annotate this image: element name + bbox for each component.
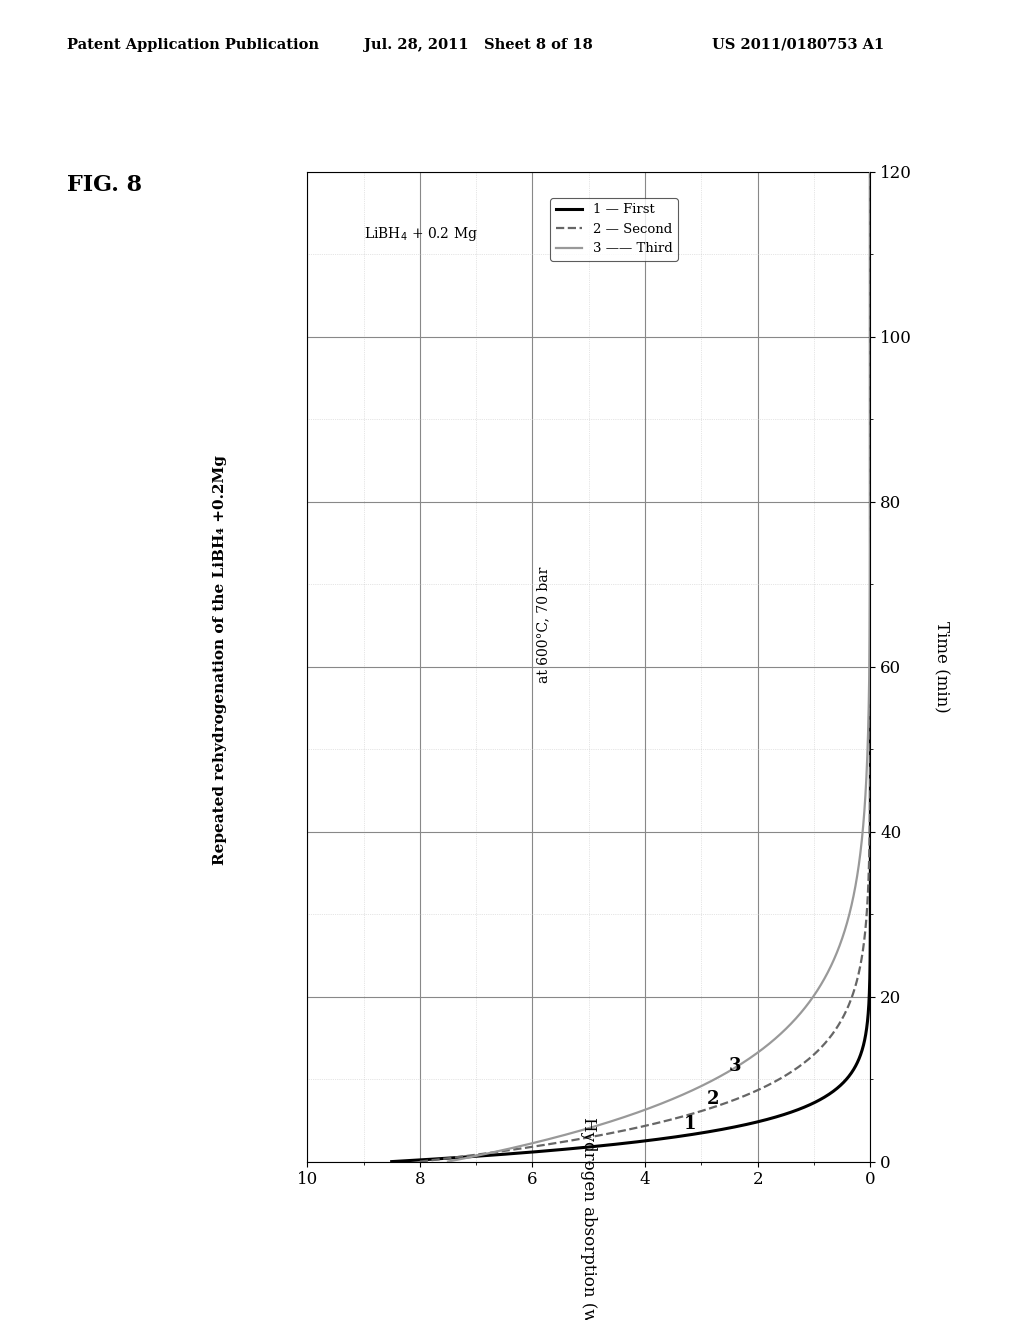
Text: Patent Application Publication: Patent Application Publication [67, 38, 318, 51]
Y-axis label: Time (min): Time (min) [933, 620, 950, 713]
Text: Jul. 28, 2011   Sheet 8 of 18: Jul. 28, 2011 Sheet 8 of 18 [364, 38, 592, 51]
Text: US 2011/0180753 A1: US 2011/0180753 A1 [712, 38, 884, 51]
Text: 3: 3 [729, 1057, 741, 1074]
Text: at 600°C, 70 bar: at 600°C, 70 bar [537, 566, 551, 684]
Text: Hydrogen absorption (wt%): Hydrogen absorption (wt%) [581, 1117, 597, 1320]
Text: 2: 2 [707, 1090, 719, 1107]
Text: FIG. 8: FIG. 8 [67, 174, 141, 197]
Text: Repeated rehydrogenation of the LiBH₄ +0.2Mg: Repeated rehydrogenation of the LiBH₄ +0… [213, 455, 227, 865]
Text: 1: 1 [684, 1114, 696, 1133]
Legend: 1 — First, 2 — Second, 3 —— Third: 1 — First, 2 — Second, 3 —— Third [550, 198, 678, 261]
Text: LiBH$_4$ + 0.2 Mg: LiBH$_4$ + 0.2 Mg [364, 224, 477, 243]
